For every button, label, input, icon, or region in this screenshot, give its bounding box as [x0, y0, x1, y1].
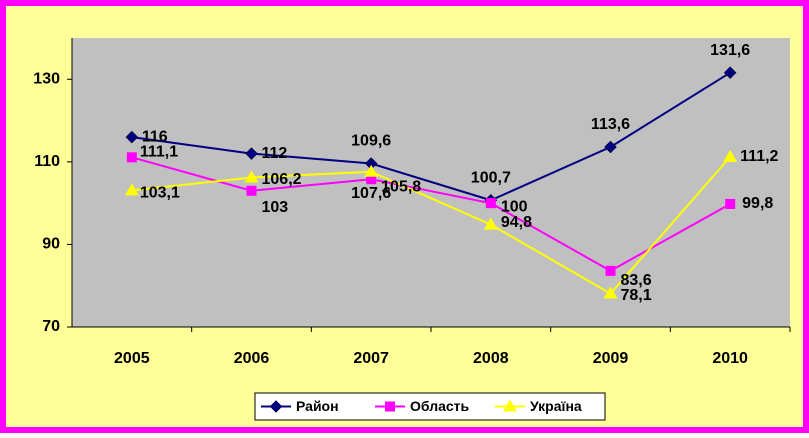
data-point	[723, 149, 738, 162]
data-label: 99,8	[742, 195, 773, 212]
data-point	[244, 170, 259, 183]
series-line	[131, 71, 731, 202]
x-tick-label: 2007	[353, 350, 389, 367]
data-label: 106,2	[262, 171, 302, 188]
data-label: 111,1	[140, 144, 178, 161]
data-label: 113,6	[591, 116, 630, 133]
data-label: 83,6	[621, 272, 652, 289]
data-point	[366, 174, 377, 185]
data-label: 100	[501, 198, 528, 215]
data-point	[364, 164, 379, 177]
data-point	[246, 185, 257, 196]
data-point	[603, 286, 618, 299]
series-line	[131, 156, 731, 295]
data-point	[483, 217, 498, 230]
data-label: 111,2	[740, 148, 778, 165]
data-label: 78,1	[621, 287, 652, 304]
legend-label: Україна	[530, 398, 582, 414]
legend-label: Область	[410, 398, 470, 414]
y-tick-label: 70	[42, 318, 60, 335]
data-label: 112	[262, 145, 288, 162]
legend-label: Район	[296, 398, 339, 414]
y-tick-label: 110	[34, 153, 60, 170]
data-label: 103	[262, 199, 289, 216]
data-label: 94,8	[501, 214, 532, 231]
data-label: 107,6	[351, 185, 391, 202]
x-tick-label: 2006	[234, 350, 270, 367]
data-point	[126, 152, 137, 163]
data-label: 131,6	[710, 42, 750, 59]
data-point	[125, 130, 139, 144]
data-point	[604, 140, 617, 154]
legend-marker	[269, 400, 283, 413]
data-point	[725, 198, 736, 209]
data-point	[124, 183, 139, 196]
legend-box	[254, 392, 606, 421]
data-label: 100,7	[471, 169, 511, 186]
x-tick-label: 2009	[593, 350, 629, 367]
series-line	[131, 156, 731, 272]
data-label: 116	[142, 128, 168, 145]
x-tick-label: 2005	[114, 350, 150, 367]
data-point	[605, 265, 616, 276]
data-label: 103,1	[140, 185, 180, 202]
data-point	[485, 198, 496, 209]
data-label: 109,6	[351, 133, 391, 150]
x-tick-label: 2008	[473, 350, 509, 367]
data-point	[245, 147, 258, 160]
data-point	[723, 66, 737, 80]
data-label: 105,8	[381, 178, 421, 195]
x-tick-label: 2010	[712, 350, 748, 367]
y-tick-label: 130	[33, 71, 60, 88]
legend-marker	[503, 399, 517, 412]
legend-marker	[385, 401, 395, 412]
y-tick-label: 90	[42, 236, 60, 253]
